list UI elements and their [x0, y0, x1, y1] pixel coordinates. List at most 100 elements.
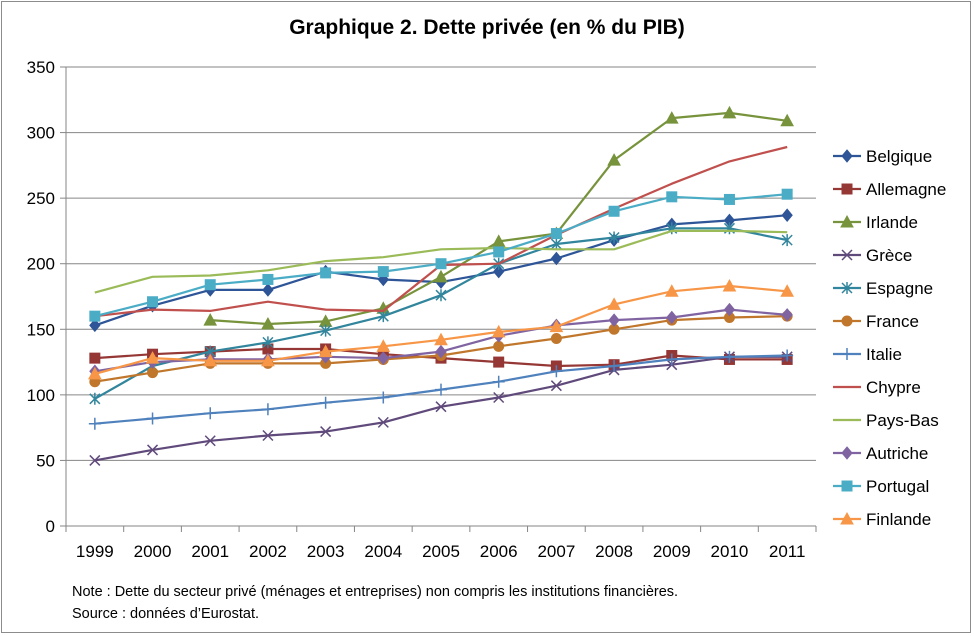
data-point-finlande: [722, 278, 737, 292]
data-point-allemagne: [89, 352, 101, 364]
y-tick-label: 50: [36, 451, 55, 470]
data-point-finlande: [376, 339, 391, 352]
series-irlande: [203, 105, 794, 330]
data-point-espagne: [262, 336, 274, 349]
x-tick-label: 2011: [769, 542, 806, 561]
data-point-italie: [781, 349, 794, 362]
legend-item-portugal: Portugal: [833, 477, 929, 496]
data-point-grece: [147, 444, 159, 456]
legend-item-chypre: Chypre: [833, 378, 921, 397]
data-point-portugal: [147, 296, 159, 308]
legend-marker: [841, 480, 853, 492]
data-point-france: [147, 367, 159, 379]
data-point-belgique: [262, 283, 274, 297]
data-point-portugal: [723, 193, 735, 205]
data-point-portugal: [377, 266, 389, 278]
data-point-espagne: [377, 310, 389, 323]
x-tick-label: 2001: [191, 542, 229, 561]
legend-marker: [841, 183, 853, 195]
data-point-portugal: [781, 188, 793, 200]
data-point-autriche: [435, 344, 447, 359]
legend-item-espagne: Espagne: [833, 279, 933, 298]
x-tick-label: 2002: [249, 542, 287, 561]
legend-label: Belgique: [866, 147, 932, 166]
data-point-belgique: [781, 208, 793, 222]
data-point-allemagne: [493, 356, 505, 368]
data-point-finlande: [491, 324, 506, 338]
data-point-espagne: [608, 231, 620, 244]
data-point-autriche: [666, 310, 678, 325]
data-point-finlande: [434, 332, 448, 346]
data-point-grece: [320, 426, 332, 438]
data-point-espagne: [320, 324, 332, 337]
legend-label: France: [866, 312, 919, 331]
data-point-italie: [377, 391, 390, 404]
series-grece: [89, 351, 793, 466]
series-line-irlande: [210, 111, 788, 326]
data-point-belgique: [377, 272, 389, 287]
legend-item-italie: Italie: [833, 345, 902, 364]
data-point-finlande: [261, 353, 275, 367]
data-point-grece: [204, 435, 216, 447]
data-point-espagne: [550, 238, 562, 251]
legend-marker: [841, 249, 853, 261]
legend: Belgique Allemagne Irlande Grèce Espagne Fran…: [833, 147, 946, 529]
legend-label: Irlande: [866, 213, 918, 232]
legend-item-autriche: Autriche: [833, 444, 928, 463]
data-point-irlande: [203, 313, 218, 326]
x-tick-label: 2000: [134, 542, 172, 561]
data-point-france: [493, 340, 505, 352]
data-point-italie: [435, 383, 447, 396]
data-point-portugal: [262, 273, 274, 285]
legend-marker: [841, 149, 853, 163]
data-point-portugal: [89, 310, 101, 322]
x-tick-label: 2006: [480, 542, 518, 561]
y-tick-label: 300: [27, 124, 55, 143]
data-point-portugal: [204, 279, 216, 291]
data-point-grece: [89, 454, 101, 466]
data-point-portugal: [493, 246, 505, 258]
legend-marker: [840, 214, 854, 228]
legend-item-belgique: Belgique: [833, 147, 932, 166]
data-point-finlande: [88, 366, 102, 380]
y-tick-label: 150: [27, 320, 55, 339]
x-tick-label: 2010: [711, 542, 749, 561]
data-point-grece: [550, 380, 562, 392]
data-point-belgique: [89, 318, 101, 333]
data-point-espagne: [89, 392, 101, 405]
legend-label: Grèce: [866, 246, 912, 265]
x-tick-label: 2007: [537, 542, 575, 561]
series-pays-bas: [94, 229, 788, 294]
legend-label: Chypre: [866, 378, 921, 397]
legend-label: Portugal: [866, 477, 929, 496]
series-line-espagne: [94, 227, 788, 400]
data-point-italie: [550, 365, 563, 378]
data-point-portugal: [320, 267, 332, 279]
data-point-finlande: [203, 353, 218, 367]
data-point-italie: [146, 412, 159, 425]
series-finlande: [88, 278, 794, 380]
data-point-finlande: [145, 351, 160, 364]
legend-item-irlande: Irlande: [833, 213, 918, 232]
legend-item-grece: Grèce: [833, 246, 912, 265]
legend-item-finlande: Finlande: [833, 510, 931, 529]
data-point-autriche: [781, 308, 793, 322]
data-point-autriche: [723, 302, 736, 317]
legend-item-pays-bas: Pays-Bas: [833, 411, 939, 430]
legend-label: Allemagne: [866, 180, 946, 199]
data-point-irlande: [780, 113, 794, 127]
y-tick-label: 0: [46, 517, 55, 536]
legend-label: Autriche: [866, 444, 928, 463]
legend-marker: [841, 282, 853, 294]
x-tick-label: 2009: [653, 542, 691, 561]
data-point-grece: [377, 416, 389, 428]
data-point-italie: [723, 350, 736, 363]
y-tick-label: 250: [27, 189, 55, 208]
y-tick-label: 200: [27, 255, 55, 274]
data-point-france: [550, 332, 562, 344]
legend-label: Italie: [866, 345, 902, 364]
legend-marker: [841, 348, 853, 360]
series-line-grece: [94, 355, 788, 462]
data-point-italie: [88, 417, 101, 430]
series-italie: [88, 349, 794, 430]
